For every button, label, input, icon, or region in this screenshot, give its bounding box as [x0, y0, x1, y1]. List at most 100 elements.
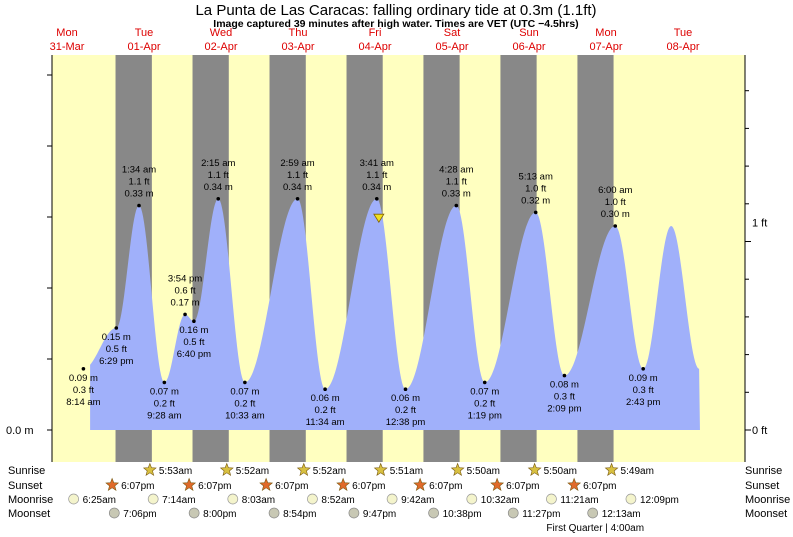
sunrise-time: 5:51am [390, 466, 423, 477]
day-date: 08-Apr [666, 41, 699, 53]
moonset-icon [507, 507, 519, 519]
extreme-ft: 1.1 ft [366, 170, 387, 181]
left-axis-label: 0.0 m [6, 425, 34, 437]
extreme-m: 0.34 m [204, 182, 233, 193]
row-label-left: Sunset [8, 480, 42, 492]
right-axis-label: 1 ft [752, 218, 767, 230]
extreme-m: 0.33 m [442, 189, 471, 200]
extreme-m: 0.16 m [179, 325, 208, 336]
extreme-point [216, 197, 221, 201]
sunset-icon [182, 477, 197, 491]
sunset-icon [490, 477, 505, 491]
sunrise-icon [527, 462, 542, 476]
day-name: Sat [444, 27, 461, 39]
row-label-right: Sunset [745, 480, 779, 492]
extreme-m: 0.34 m [362, 182, 391, 193]
extreme-time: 11:34 am [306, 417, 345, 428]
moonset-icon [108, 507, 120, 519]
extreme-point [114, 326, 119, 330]
sunset-icon [259, 477, 274, 491]
extreme-time: 2:09 pm [547, 404, 581, 415]
extreme-m: 0.17 m [171, 297, 200, 308]
sunrise-time: 5:50am [467, 466, 500, 477]
extreme-point [403, 387, 408, 392]
sunset-icon [567, 477, 582, 491]
moonset-time: 12:13am [602, 509, 641, 520]
extreme-m: 0.06 m [391, 393, 420, 404]
moonset-icon [587, 507, 599, 519]
day-date: 07-Apr [589, 41, 622, 53]
moonrise-icon [546, 493, 557, 505]
extreme-m: 0.07 m [150, 386, 179, 397]
extreme-time: 2:15 am [201, 158, 235, 169]
extreme-time: 5:13 am [519, 171, 553, 182]
extreme-ft: 0.2 ft [474, 398, 495, 409]
moonrise-time: 6:25am [83, 495, 116, 506]
extreme-ft: 0.2 ft [395, 405, 416, 416]
day-date: 02-Apr [204, 41, 237, 53]
extreme-time: 4:28 am [439, 165, 473, 176]
day-labels: Mon 31-Mar Tue 01-Apr Wed 02-Apr Thu 03-Apr Fri 0… [50, 27, 700, 53]
extreme-m: 0.08 m [550, 380, 579, 391]
extreme-ft: 0.3 ft [73, 385, 94, 396]
extreme-m: 0.06 m [311, 393, 340, 404]
tide-extremes: 0.09 m0.3 ft8:14 am1:34 am1.1 ft0.33 m0.… [66, 158, 660, 428]
extreme-ft: 1.1 ft [208, 170, 229, 181]
extreme-time: 6:29 pm [99, 356, 133, 367]
extreme-time: 2:43 pm [626, 397, 660, 408]
extreme-time: 10:33 am [225, 410, 265, 421]
extreme-time: 3:54 pm [168, 273, 202, 284]
extreme-m: 0.09 m [69, 373, 98, 384]
chart-title: La Punta de Las Caracas: falling ordinar… [195, 2, 596, 19]
moonset-time: 8:00pm [203, 509, 236, 520]
right-axis-label: 0 ft [752, 425, 767, 437]
sunrise-icon [296, 462, 311, 476]
moonrise-icon [68, 493, 79, 505]
extreme-ft: 0.6 ft [174, 285, 195, 296]
day-name: Thu [289, 27, 308, 39]
extreme-point [243, 380, 247, 385]
moonset-time: 9:47pm [363, 509, 396, 520]
sunrise-time: 5:52am [313, 466, 346, 477]
extreme-time: 12:38 pm [386, 417, 426, 428]
sunrise-icon [142, 462, 157, 476]
day-name: Tue [674, 27, 693, 39]
extreme-ft: 1.1 ft [446, 177, 467, 188]
extreme-m: 0.07 m [470, 386, 499, 397]
extreme-time: 8:14 am [66, 397, 100, 408]
day-date: 31-Mar [50, 41, 85, 53]
sunset-icon [413, 477, 428, 491]
moonrise-icon [307, 493, 318, 505]
extreme-ft: 0.5 ft [106, 344, 127, 355]
sunrise-time: 5:50am [544, 466, 577, 477]
extreme-time: 9:28 am [147, 410, 181, 421]
sunset-time: 6:07pm [198, 481, 231, 492]
moonset-icon [348, 507, 360, 519]
moonrise-icon [466, 493, 478, 505]
moonrise-icon [386, 493, 398, 505]
extreme-ft: 1.0 ft [605, 197, 626, 208]
day-name: Mon [56, 27, 77, 39]
moonset-icon [188, 507, 200, 519]
tide-area [90, 198, 700, 430]
extreme-ft: 1.1 ft [287, 170, 308, 181]
moonrise-time: 8:52am [321, 495, 354, 506]
extreme-time: 2:59 am [280, 158, 314, 169]
extreme-ft: 0.3 ft [633, 385, 654, 396]
moonset-time: 7:06pm [123, 509, 156, 520]
sunset-time: 6:07pm [583, 481, 616, 492]
row-label-right: Moonrise [745, 494, 790, 506]
sunset-time: 6:07pm [352, 481, 385, 492]
extreme-point [454, 203, 459, 208]
row-label-left: Moonset [8, 508, 50, 520]
extreme-time: 6:40 pm [177, 349, 211, 360]
sunrise-icon [373, 462, 388, 476]
sunset-time: 6:07pm [429, 481, 462, 492]
extreme-point [641, 367, 646, 371]
extreme-ft: 0.2 ft [234, 398, 255, 409]
moon-phase-note: First Quarter | 4:00am [546, 523, 644, 534]
day-name: Tue [135, 27, 154, 39]
extreme-point [482, 380, 487, 385]
extreme-point [533, 210, 538, 215]
moonrise-time: 8:03am [242, 495, 275, 506]
